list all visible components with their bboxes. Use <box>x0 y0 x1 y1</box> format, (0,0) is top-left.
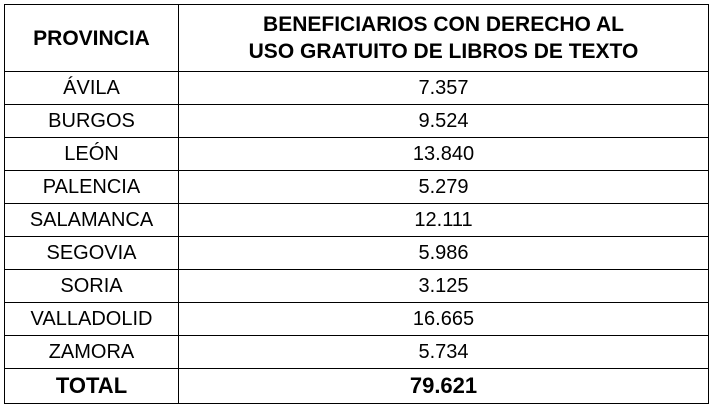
header-row: PROVINCIA BENEFICIARIOS CON DERECHO AL US… <box>4 4 709 72</box>
province-cell: BURGOS <box>4 104 179 138</box>
province-cell: SORIA <box>4 269 179 303</box>
value-cell: 3.125 <box>178 269 709 303</box>
value-cell: 5.734 <box>178 335 709 369</box>
table-row: VALLADOLID 16.665 <box>4 302 709 336</box>
value-cell: 9.524 <box>178 104 709 138</box>
province-cell: ÁVILA <box>4 71 179 105</box>
value-cell: 7.357 <box>178 71 709 105</box>
data-table: PROVINCIA BENEFICIARIOS CON DERECHO AL US… <box>4 4 709 404</box>
province-cell: ZAMORA <box>4 335 179 369</box>
value-cell: 16.665 <box>178 302 709 336</box>
table-row: ZAMORA 5.734 <box>4 335 709 369</box>
table-row: SORIA 3.125 <box>4 269 709 303</box>
table-row: BURGOS 9.524 <box>4 104 709 138</box>
total-value: 79.621 <box>178 368 709 404</box>
province-cell: LEÓN <box>4 137 179 171</box>
value-cell: 12.111 <box>178 203 709 237</box>
table-row: SEGOVIA 5.986 <box>4 236 709 270</box>
table-row: LEÓN 13.840 <box>4 137 709 171</box>
header-cell: PROVINCIA <box>4 4 179 72</box>
province-cell: SALAMANCA <box>4 203 179 237</box>
total-label: TOTAL <box>4 368 179 404</box>
value-cell: 5.279 <box>178 170 709 204</box>
province-cell: SEGOVIA <box>4 236 179 270</box>
province-cell: VALLADOLID <box>4 302 179 336</box>
value-cell: 5.986 <box>178 236 709 270</box>
header-cell: BENEFICIARIOS CON DERECHO AL USO GRATUIT… <box>178 4 709 72</box>
table-row: ÁVILA 7.357 <box>4 71 709 105</box>
table-row: SALAMANCA 12.111 <box>4 203 709 237</box>
value-cell: 13.840 <box>178 137 709 171</box>
total-row: TOTAL 79.621 <box>4 368 709 404</box>
table-row: PALENCIA 5.279 <box>4 170 709 204</box>
province-cell: PALENCIA <box>4 170 179 204</box>
